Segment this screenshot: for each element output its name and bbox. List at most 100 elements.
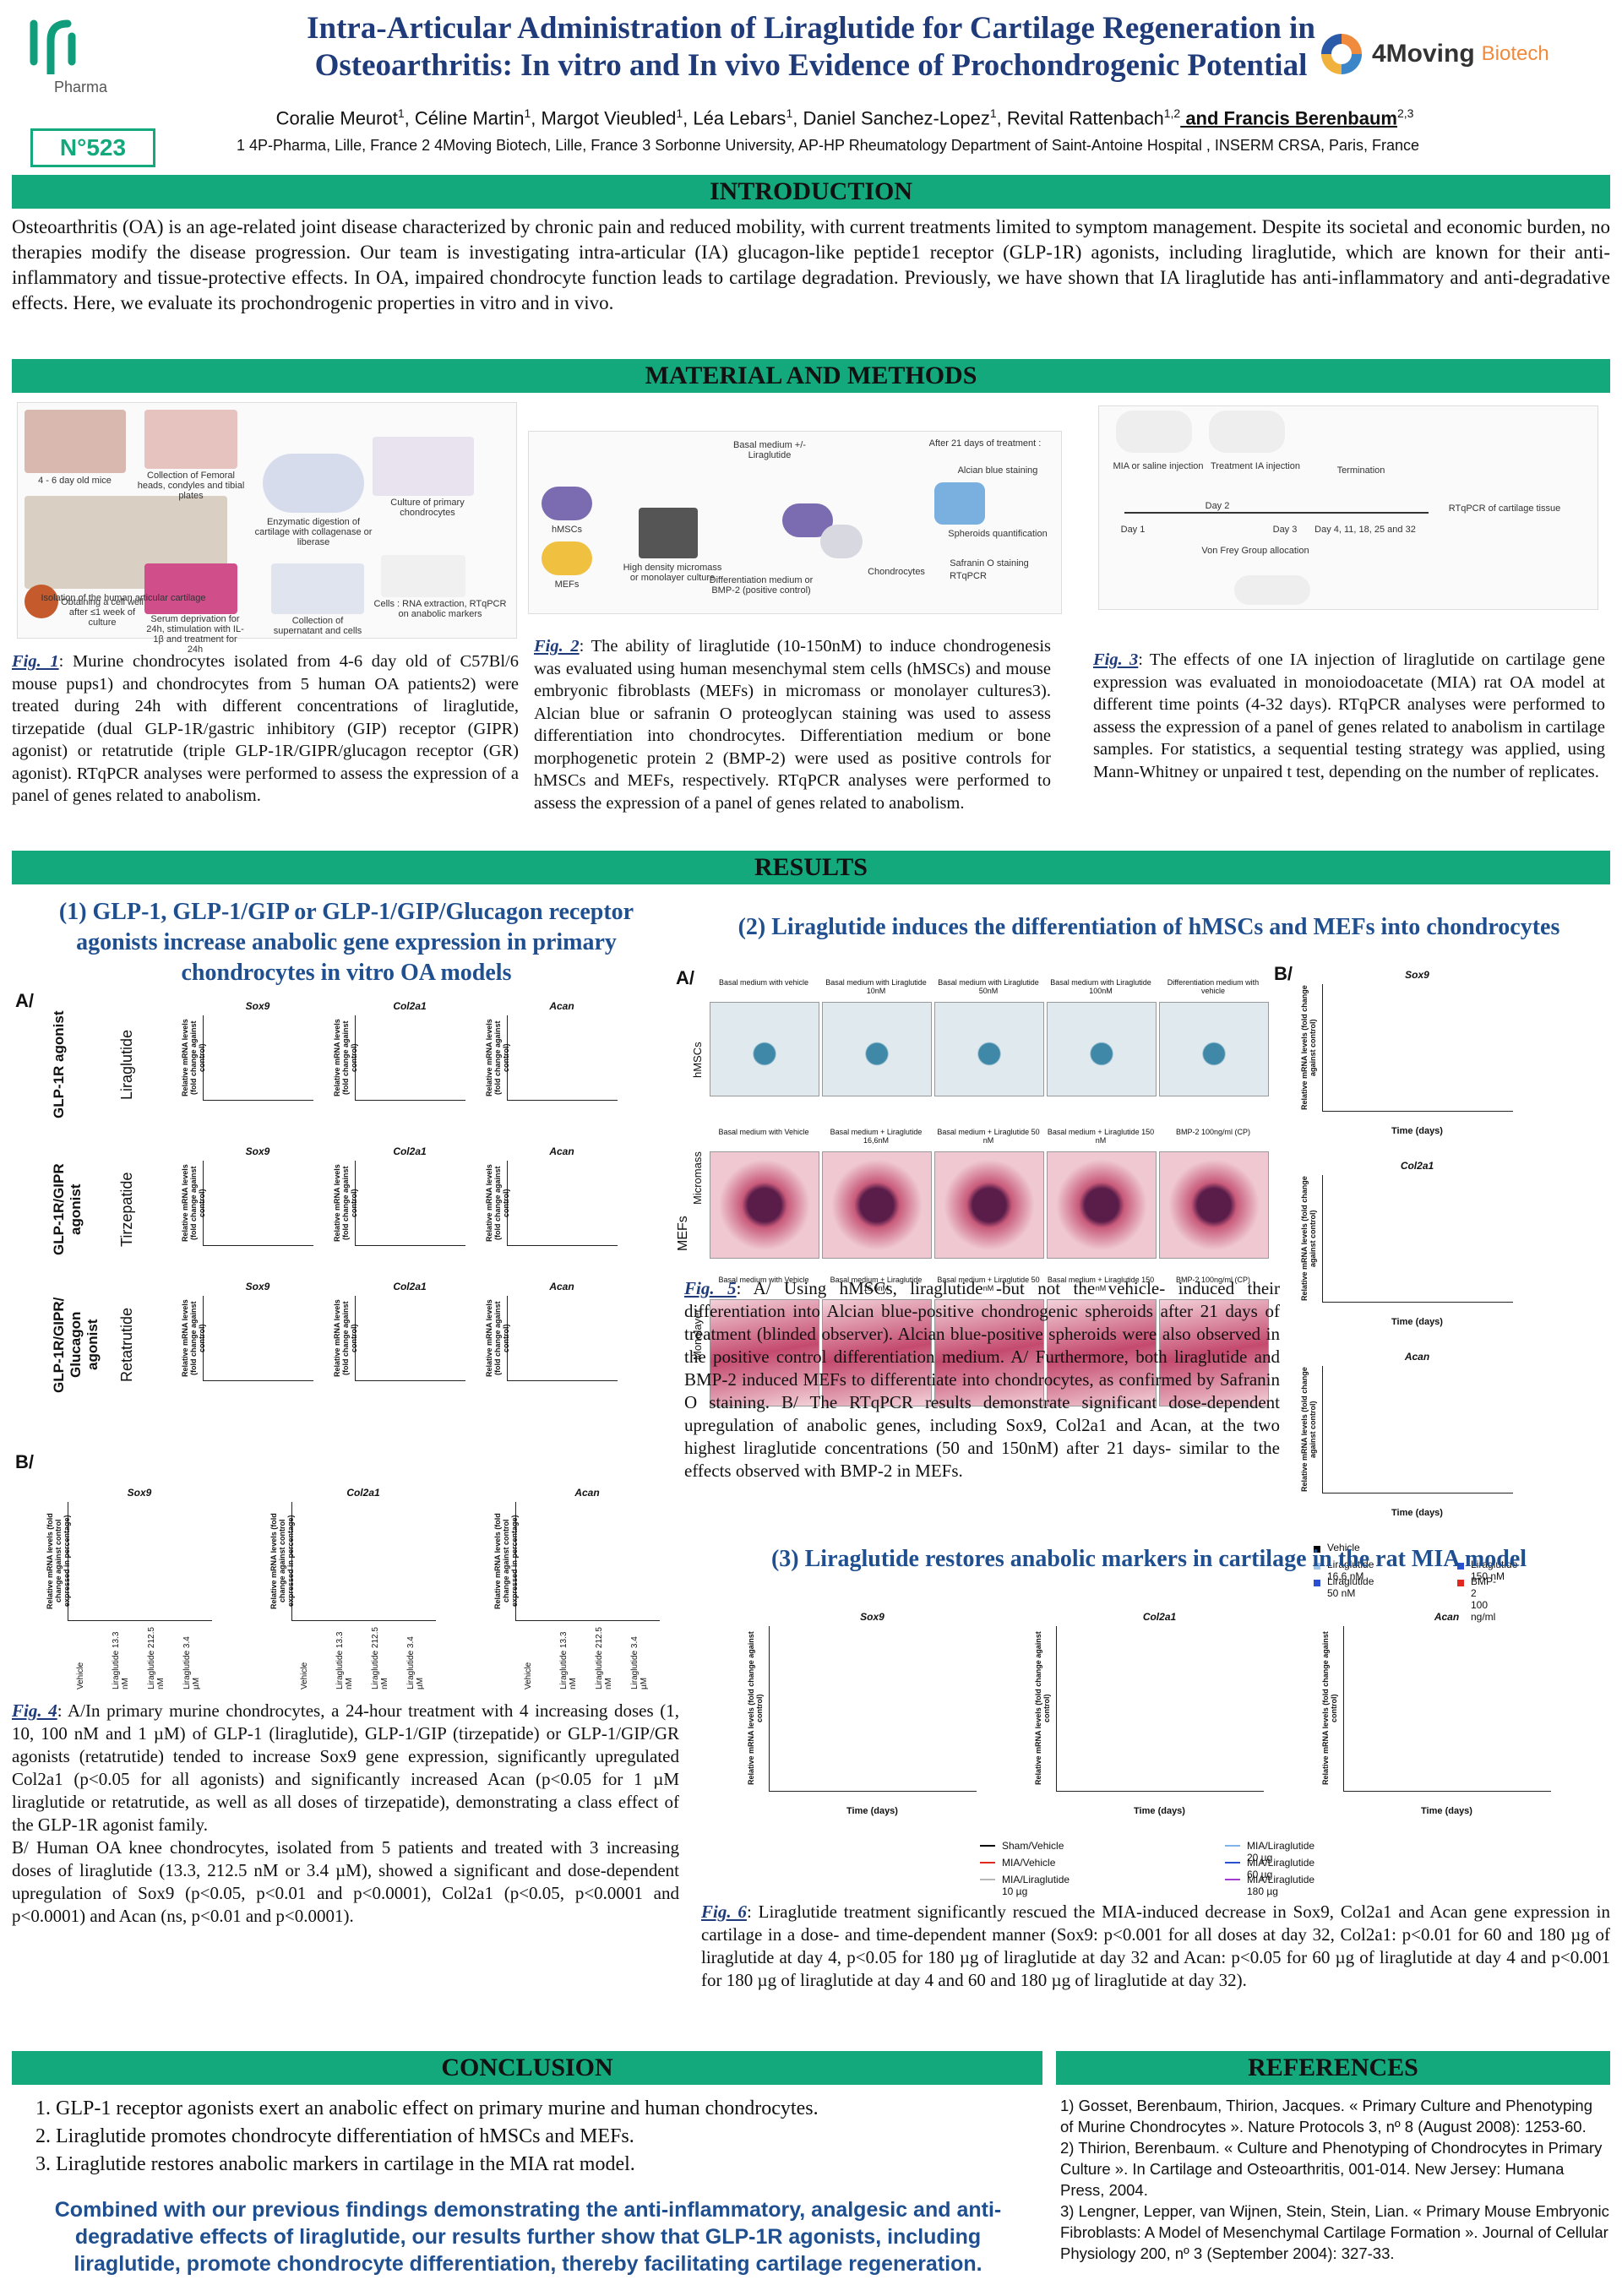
y-axis-label: Relative mRNA levels (fold change agains… (1321, 1631, 1338, 1786)
legend-label: BMP-2 100 ng/ml (1471, 1575, 1496, 1623)
legend-swatch (1314, 1546, 1320, 1553)
author-affiliation: 1,2 (1163, 106, 1181, 120)
image-caption: Basal medium with Liraglutide 100nM (1050, 978, 1151, 995)
figure-label: RTqPCR (950, 571, 987, 581)
authors: Coralie Meurot1, Céline Martin1, Margot … (169, 106, 1521, 129)
y-axis-label: Relative mRNA levels (fold change agains… (181, 1164, 206, 1242)
figure-label: Isolation of the human articular cartila… (41, 593, 206, 603)
plot-frame (1343, 1626, 1551, 1792)
figure-label: Von Frey Group allocation (1201, 546, 1309, 556)
author: and Francis Berenbaum (1180, 107, 1397, 129)
row-drug-label: Retatrutide (118, 1307, 135, 1383)
illustration (1209, 411, 1285, 453)
panel-label: B/ (15, 1451, 34, 1472)
section-bar: MATERIAL AND METHODS (12, 359, 1610, 393)
y-axis-label: Relative mRNA levels (fold change agains… (1034, 1631, 1051, 1786)
legend-label: MIA/Vehicle (1002, 1857, 1056, 1869)
micrograph (822, 1151, 932, 1259)
figure-label: Safranin O staining (950, 558, 1029, 569)
y-axis-label: Relative mRNA levels (fold change agains… (485, 1019, 510, 1096)
figure-label: Day 1 (1120, 525, 1146, 535)
plot-frame (203, 1015, 313, 1101)
image-caption: Basal medium + Liraglutide 150 nM (1047, 1276, 1155, 1292)
y-axis-label: Relative mRNA levels (fold change agains… (1300, 985, 1317, 1110)
illustration (24, 410, 126, 473)
plot-title: Col2a1 (346, 1487, 380, 1499)
x-tick-label: Liraglutide 3.4 µM (630, 1636, 649, 1689)
image-caption: Basal medium with Liraglutide 10nM (825, 978, 927, 995)
x-axis-label: Time (days) (1421, 1806, 1472, 1816)
x-tick-label: Liraglutide 212.5 nM (147, 1627, 166, 1689)
author-affiliation: 1 (397, 106, 405, 120)
legend-label: MIA/Liraglutide 180 µg (1247, 1874, 1315, 1897)
y-axis-label: Relative mRNA levels (fold change agains… (333, 1164, 358, 1242)
logo-left-text: Pharma (54, 79, 108, 95)
panel-label: B/ (1274, 963, 1293, 984)
plot-frame (203, 1161, 313, 1246)
figure-label: Chondrocytes (868, 567, 925, 577)
plot-title: Sox9 (245, 1000, 270, 1012)
micrograph (710, 1002, 819, 1096)
legend-label: Vehicle (1327, 1542, 1360, 1553)
section-bar: REFERENCES (1056, 2051, 1610, 2085)
figure-label: Obtaining a cell well after ≤1 week of c… (61, 597, 144, 628)
y-axis-label: Relative mRNA levels (fold change agains… (493, 1513, 519, 1609)
plot-frame (355, 1296, 465, 1381)
plot-title: Col2a1 (393, 1281, 427, 1292)
micrograph (822, 1002, 932, 1096)
legend-swatch (980, 1879, 995, 1880)
y-axis-label: Relative mRNA levels (fold change agains… (747, 1631, 764, 1786)
illustration (542, 541, 592, 575)
plot-frame (291, 1502, 436, 1621)
author: , Léa Lebars (683, 107, 787, 129)
plot-title: Sox9 (245, 1145, 270, 1157)
figure-1: 4 - 6 day old mice Collection of Femoral … (17, 402, 517, 655)
image-caption: Basal medium with Vehicle (718, 1128, 809, 1136)
plot-title: Col2a1 (1142, 1611, 1177, 1623)
logo-right-sub: Biotech (1481, 42, 1549, 65)
author: Coralie Meurot (275, 107, 398, 129)
figure-label: Collection of Femoral heads, condyles an… (137, 471, 245, 501)
caption: Fig. 5: A/ Using hMSCs, liraglutide -but… (684, 1277, 1280, 1483)
illustration (263, 454, 364, 513)
illustration (144, 563, 237, 614)
y-axis-label: Relative mRNA levels (fold change agains… (1300, 1367, 1317, 1492)
micrograph (710, 1151, 819, 1259)
logo-mark (1321, 34, 1362, 74)
x-tick-label: Liraglutide 212.5 nM (595, 1627, 613, 1689)
micrograph (1047, 1151, 1157, 1259)
intro-text: Osteoarthritis (OA) is an age-related jo… (12, 216, 1610, 313)
image-caption: Basal medium with Liraglutide 50nM (938, 978, 1039, 995)
image-caption: Basal medium with vehicle (718, 978, 809, 987)
legend-swatch (980, 1845, 995, 1847)
figure-label: Cells : RNA extraction, RTqPCR on anabol… (373, 599, 507, 619)
reference: 1) Gosset, Berenbaum, Thirion, Jacques. … (1060, 2097, 1593, 2135)
logo-left: Pharma (25, 15, 118, 95)
caption-text: : Liraglutide treatment significantly re… (701, 1902, 1610, 1990)
row-label: hMSCs (691, 1042, 704, 1079)
figure-label: Culture of primary chondrocytes (390, 498, 465, 518)
plot-title: Acan (549, 1281, 574, 1292)
reference: 2) Thirion, Berenbaum. « Culture and Phe… (1060, 2139, 1603, 2199)
caption: Fig. 1: Murine chondrocytes isolated fro… (12, 650, 519, 808)
illustration (271, 563, 364, 614)
illustration (373, 437, 474, 496)
legend-label: MIA/Liraglutide 60 µg (1247, 1857, 1315, 1880)
micrograph (934, 1151, 1044, 1259)
caption-label: Fig. 3 (1093, 650, 1139, 669)
plot-title: Col2a1 (393, 1145, 427, 1157)
plot-frame (507, 1161, 618, 1246)
legend-swatch (1314, 1563, 1320, 1570)
x-tick-label: Vehicle (524, 1662, 533, 1689)
caption-text: : The effects of one IA injection of lir… (1093, 650, 1605, 781)
author: , Revital Rattenbach (996, 107, 1164, 129)
plot-frame (1322, 1366, 1513, 1493)
x-tick-label: Vehicle (76, 1662, 85, 1689)
caption: Fig. 3: The effects of one IA injection … (1093, 649, 1605, 783)
legend-label: MIA/Liraglutide 20 µg (1247, 1840, 1315, 1863)
micrograph (1159, 1151, 1269, 1259)
plot-frame (507, 1015, 618, 1101)
illustration (934, 482, 985, 525)
illustration (1116, 411, 1192, 453)
figure-label: MIA or saline injection (1113, 461, 1204, 471)
